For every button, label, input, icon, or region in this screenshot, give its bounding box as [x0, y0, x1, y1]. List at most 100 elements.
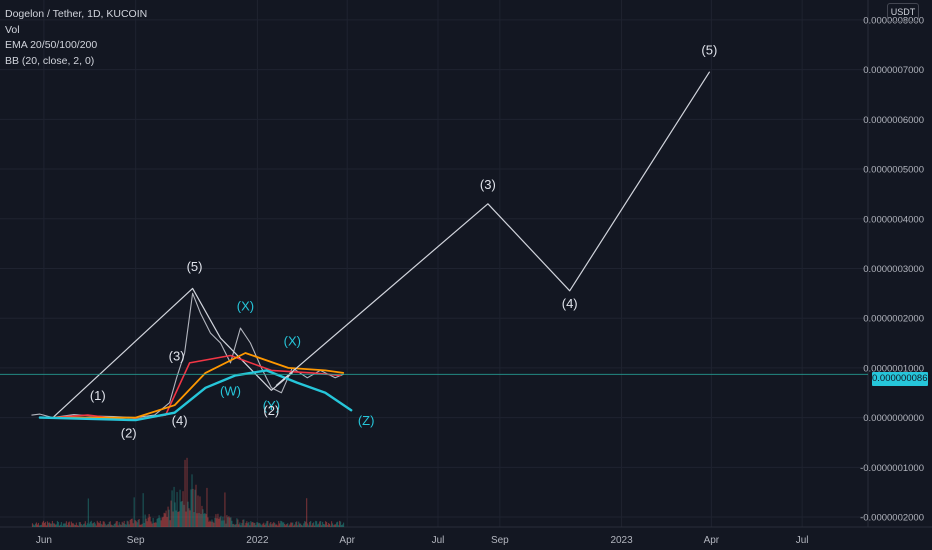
indicator-ema[interactable]: EMA 20/50/100/200: [5, 39, 98, 51]
y-tick-label: 0.0000006000: [863, 115, 924, 126]
volume-bar: [331, 521, 333, 527]
volume-bar: [120, 524, 122, 527]
volume-bar: [45, 525, 47, 527]
volume-bar: [204, 512, 206, 527]
volume-bar: [73, 524, 75, 527]
volume-bar: [221, 520, 223, 527]
volume-bar: [148, 514, 150, 527]
volume-bar: [56, 520, 58, 527]
y-tick-label: 0.0000008000: [863, 15, 924, 26]
volume-bar: [118, 522, 120, 527]
volume-bar: [296, 521, 298, 527]
volume-bar: [314, 525, 316, 527]
indicator-bb[interactable]: BB (20, close, 2, 0): [5, 54, 95, 67]
volume-bar: [207, 517, 209, 527]
volume-bar: [93, 521, 95, 527]
volume-bar: [61, 525, 63, 527]
volume-bar: [116, 521, 118, 527]
y-tick-label: -0.0000002000: [860, 513, 924, 524]
volume-bar: [157, 518, 159, 527]
volume-bar: [108, 522, 110, 527]
volume-bar: [165, 510, 167, 527]
volume-bar: [334, 524, 336, 527]
volume-bar: [220, 515, 222, 527]
volume-bar: [139, 524, 141, 527]
indicator-vol[interactable]: Vol: [5, 23, 20, 36]
volume-bar: [181, 500, 183, 527]
volume-bar: [43, 523, 45, 527]
volume-bar: [112, 525, 114, 527]
volume-bar: [113, 524, 115, 527]
volume-bar: [275, 524, 277, 527]
volume-bar: [36, 524, 38, 527]
volume-bar: [122, 522, 124, 527]
wave-label: (3): [480, 177, 496, 192]
volume-bar: [281, 521, 283, 527]
volume-bar: [228, 516, 230, 527]
volume-bar: [247, 523, 249, 527]
price-axis[interactable]: 0.0000008000 0.0000007000 0.0000006000 0.00…: [860, 15, 924, 523]
volume-bar: [284, 524, 286, 527]
volume-bar: [143, 522, 145, 527]
currency-button[interactable]: USDT: [887, 3, 919, 22]
volume-bar: [44, 521, 46, 527]
x-tick-label: Jul: [432, 535, 445, 546]
volume-bar: [319, 521, 321, 527]
volume-bar: [272, 523, 274, 527]
volume-bar: [243, 519, 245, 527]
wave-label: (4): [562, 296, 578, 311]
volume-bar: [107, 524, 109, 527]
volume-bar: [189, 510, 191, 527]
volume-bar: [81, 525, 83, 527]
wave-labels: (1)(2)(3)(4)(5)(X)(W)(X)(Y)(2)(Z)(3)(4)(…: [90, 43, 717, 441]
volume-bar: [286, 523, 288, 527]
volume-bar: [317, 524, 319, 527]
volume-bar: [47, 522, 49, 527]
volume-bar: [77, 525, 79, 527]
x-tick-label: 2022: [246, 535, 269, 546]
volume-bar: [278, 520, 280, 527]
volume-bar: [68, 521, 70, 527]
volume-bar: [320, 521, 322, 527]
volume-bar: [39, 525, 41, 527]
volume-bar: [109, 521, 111, 527]
volume-bar: [95, 525, 97, 527]
volume-bar: [40, 524, 42, 527]
volume-bar: [114, 523, 116, 527]
volume-bar: [254, 522, 256, 527]
volume-bar: [259, 522, 261, 527]
volume-bar: [244, 525, 246, 527]
volume-bar: [249, 525, 251, 527]
volume-bar: [141, 523, 143, 527]
volume-bar: [34, 523, 36, 527]
volume-bar: [46, 521, 48, 527]
volume-bar: [193, 512, 195, 527]
volume-bar: [167, 506, 169, 527]
volume-bar: [280, 520, 282, 527]
time-axis[interactable]: Jun Sep 2022 Apr Jul Sep 2023 Apr Jul: [36, 535, 809, 546]
volume-bar: [183, 504, 185, 527]
volume-bar: [135, 521, 137, 527]
volume-bar: [72, 523, 74, 527]
volume-bar: [303, 523, 305, 527]
volume-bar: [117, 525, 119, 527]
volume-bar: [327, 525, 329, 527]
volume-bar: [343, 522, 345, 527]
volume-bar: [132, 523, 134, 527]
volume-bar: [214, 517, 216, 527]
volume-bar: [330, 525, 332, 527]
wave-label: (5): [187, 259, 203, 274]
wave-label: (W): [220, 383, 241, 398]
volume-bar: [290, 522, 292, 527]
volume-bar: [324, 524, 326, 527]
y-tick-label: -0.0000001000: [860, 463, 924, 474]
volume-bar: [152, 517, 154, 527]
volume-bar: [211, 519, 213, 527]
volume-bar: [316, 521, 318, 527]
volume-bar: [137, 519, 139, 527]
symbol-title[interactable]: Dogelon / Tether, 1D, KUCOIN: [5, 8, 148, 20]
volume-bar: [293, 525, 295, 527]
volume-bar: [163, 512, 165, 527]
volume-bar: [236, 518, 238, 527]
